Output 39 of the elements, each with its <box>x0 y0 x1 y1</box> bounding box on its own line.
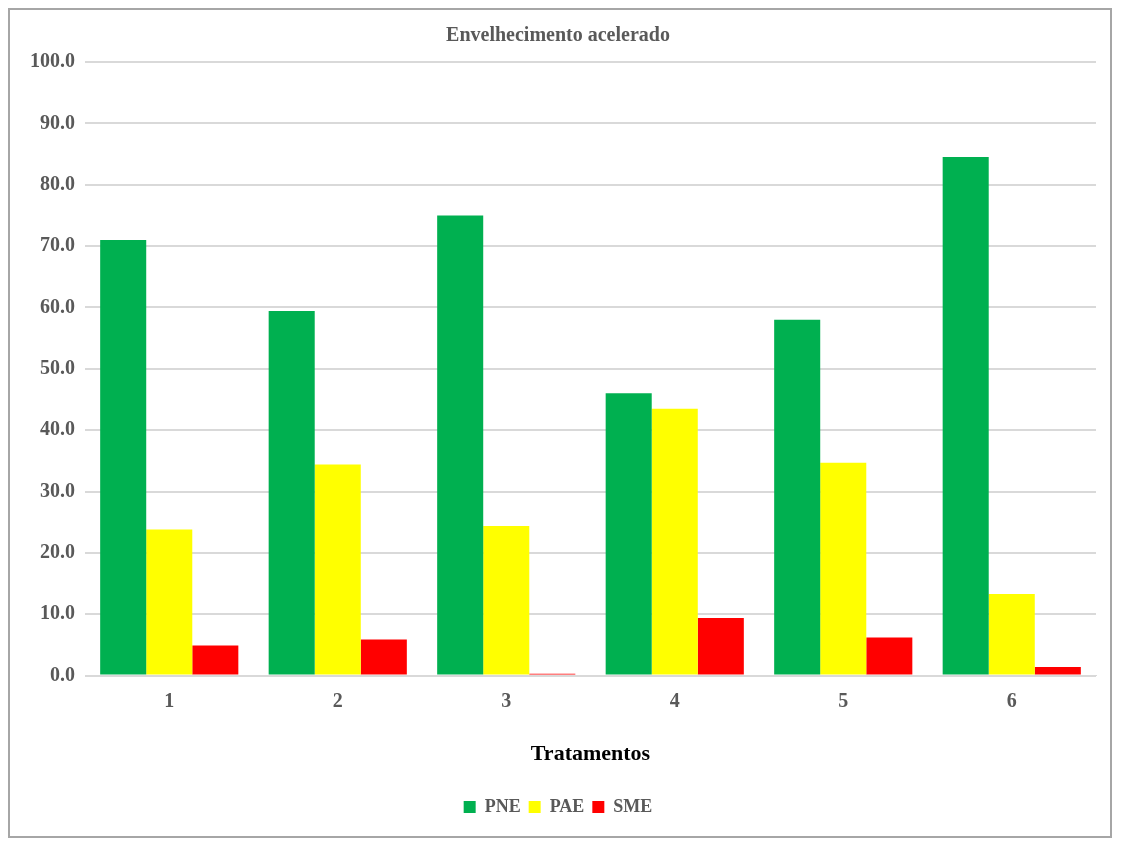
y-tick-label: 0.0 <box>50 662 75 685</box>
bar <box>866 637 913 675</box>
y-tick-label: 60.0 <box>40 294 75 317</box>
bar <box>942 157 989 675</box>
bar <box>192 645 239 675</box>
y-tick-label: 20.0 <box>40 540 75 563</box>
bar <box>697 617 744 675</box>
legend-label: SME <box>613 795 653 816</box>
bar <box>820 462 867 675</box>
chart-title: Envelhecimento acelerado <box>446 23 670 46</box>
y-tick-label: 30.0 <box>40 478 75 501</box>
x-axis-title: Tratamentos <box>530 740 651 766</box>
x-tick-label: 2 <box>332 688 343 711</box>
bar <box>483 525 530 675</box>
x-tick-label: 6 <box>1006 688 1017 711</box>
bar <box>988 593 1035 675</box>
x-tick-label: 3 <box>501 688 512 711</box>
x-tick-label: 4 <box>669 688 680 711</box>
bar <box>1034 667 1081 675</box>
bar <box>605 393 652 675</box>
bar <box>146 529 193 675</box>
y-tick-label: 70.0 <box>40 233 75 256</box>
y-tick-label: 50.0 <box>40 355 75 378</box>
bar <box>437 215 484 675</box>
y-tick-label: 40.0 <box>40 417 75 440</box>
legend-label: PAE <box>549 795 585 816</box>
x-tick-label: 5 <box>838 688 849 711</box>
bar <box>651 408 698 675</box>
y-tick-label: 10.0 <box>40 601 75 624</box>
y-tick-label: 90.0 <box>40 110 75 133</box>
legend-label: PNE <box>484 795 521 816</box>
bar <box>360 639 407 675</box>
y-tick-label: 100.0 <box>30 49 75 72</box>
y-tick-label: 80.0 <box>40 171 75 194</box>
bar <box>100 239 147 675</box>
bar <box>314 464 361 675</box>
bar <box>268 311 315 675</box>
bar <box>774 319 821 675</box>
x-tick-label: 1 <box>164 688 175 711</box>
